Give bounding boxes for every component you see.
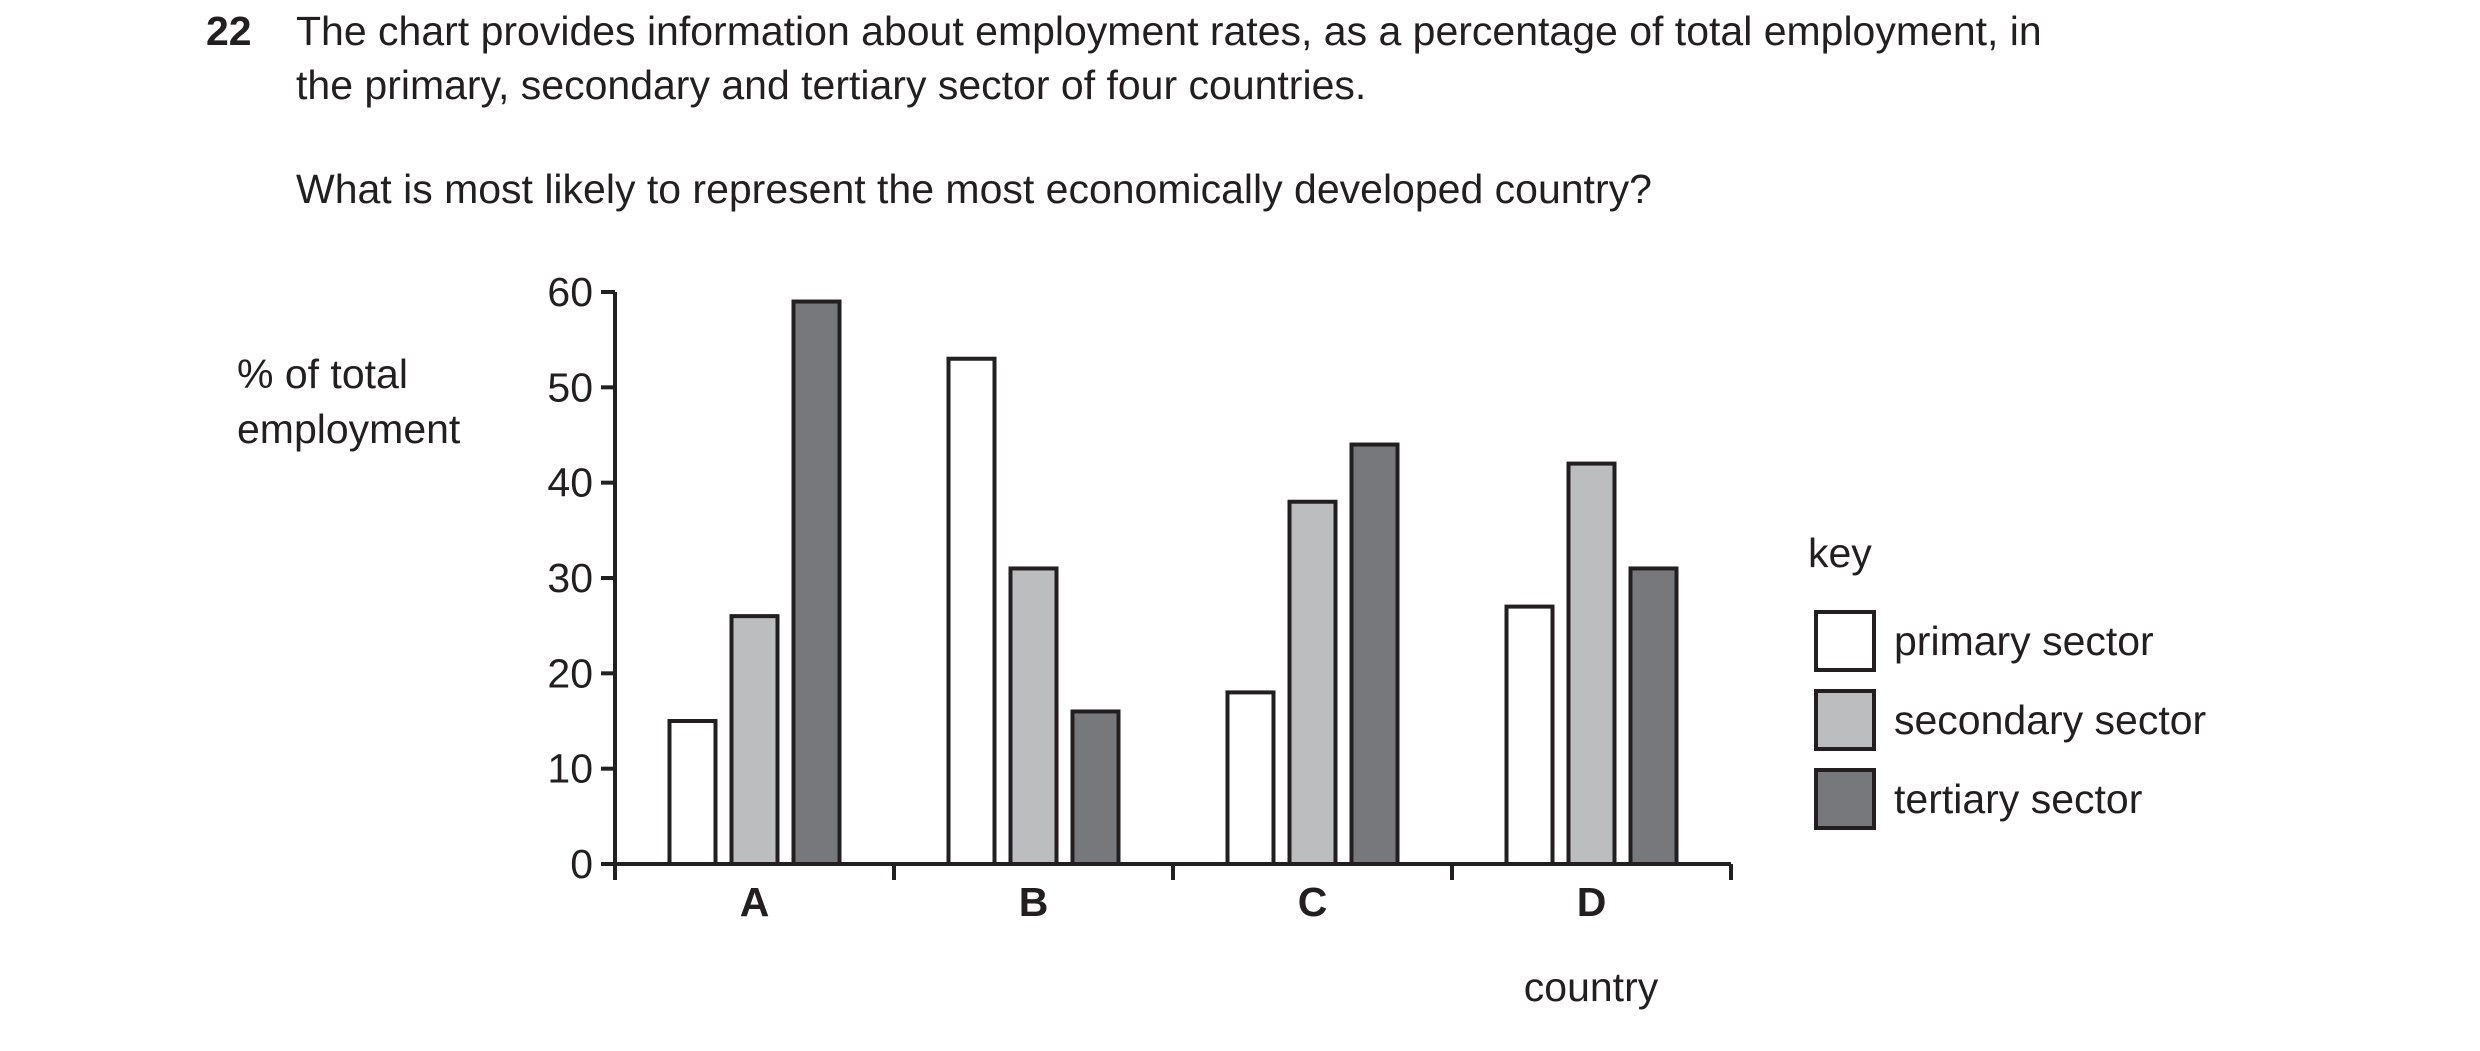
bar-d-secondary xyxy=(1566,461,1617,866)
question-ask: What is most likely to represent the mos… xyxy=(296,166,1652,212)
bar-d-primary xyxy=(1504,604,1555,866)
question-number: 22 xyxy=(206,8,252,54)
bar-c-tertiary xyxy=(1349,442,1400,866)
legend-title: key xyxy=(1808,530,1872,576)
y-tick-label-10: 10 xyxy=(547,746,593,792)
bar-a-secondary xyxy=(729,614,780,867)
bars-layer xyxy=(667,299,1679,867)
legend-swatch-tertiary xyxy=(1814,768,1876,830)
bar-b-tertiary xyxy=(1070,709,1121,867)
x-tick-label-d: D xyxy=(1577,879,1607,925)
bar-b-secondary xyxy=(1008,566,1059,866)
legend-label-tertiary: tertiary sector xyxy=(1894,776,2142,822)
y-tick-label-30: 30 xyxy=(547,555,593,601)
legend: key primary sector secondary sector tertia… xyxy=(1808,530,2206,830)
question-text-line-1: The chart provides information about emp… xyxy=(296,8,2042,54)
y-tick-label-0: 0 xyxy=(570,841,593,887)
y-axis-label: % of total employment xyxy=(237,351,461,452)
x-tick-label-a: A xyxy=(740,879,770,925)
bar-a-primary xyxy=(667,719,718,866)
legend-swatch-secondary xyxy=(1814,689,1876,751)
legend-swatch-primary xyxy=(1814,610,1876,672)
bar-c-secondary xyxy=(1287,499,1338,866)
bar-a-tertiary xyxy=(791,299,842,866)
legend-label-secondary: secondary sector xyxy=(1894,697,2206,743)
x-axis-label: country xyxy=(1524,964,1659,1010)
y-tick-label-60: 60 xyxy=(547,269,593,315)
bar-b-primary xyxy=(946,356,997,866)
bar-d-tertiary xyxy=(1628,566,1679,866)
y-tick-label-50: 50 xyxy=(547,364,593,410)
y-tick-label-20: 20 xyxy=(547,650,593,696)
legend-label-primary: primary sector xyxy=(1894,618,2154,664)
bar-c-primary xyxy=(1225,690,1276,867)
y-axis-label-line-1: % of total xyxy=(237,351,408,397)
axes-layer: A B C D 0 10 20 30 40 50 60 xyxy=(547,269,1733,925)
question-text: The chart provides information about emp… xyxy=(296,4,2396,112)
question-text-line-2: the primary, secondary and tertiary sect… xyxy=(296,62,1367,108)
x-tick-label-b: B xyxy=(1019,879,1049,925)
y-axis-label-line-2: employment xyxy=(237,406,461,452)
x-tick-label-c: C xyxy=(1298,879,1328,925)
y-tick-label-40: 40 xyxy=(547,460,593,506)
